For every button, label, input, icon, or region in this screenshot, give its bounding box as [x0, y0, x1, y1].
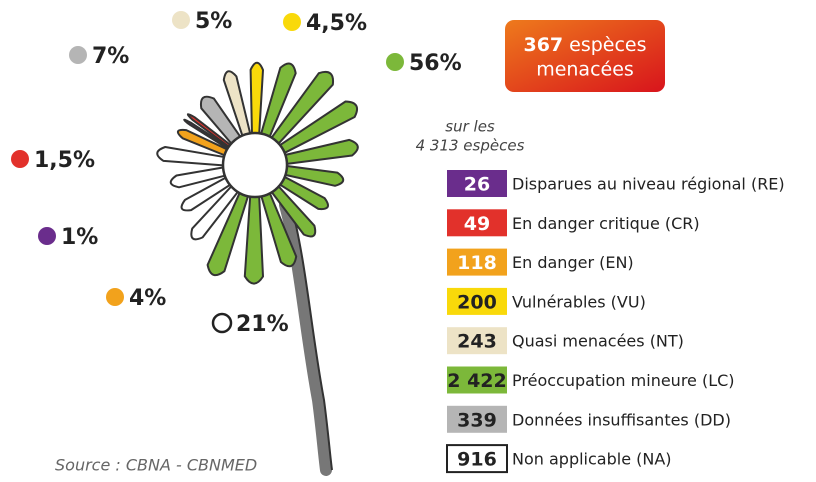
- percent-label: 5%: [195, 9, 232, 34]
- legend-box: [447, 209, 507, 237]
- legend-count: 200: [457, 291, 497, 313]
- flower-head: [156, 61, 359, 285]
- legend-count: 26: [464, 174, 490, 196]
- legend-count: 49: [464, 213, 490, 235]
- percent-label: 4%: [129, 286, 166, 311]
- percent-dot: [11, 150, 29, 168]
- percent-dot: [172, 11, 190, 29]
- petal: [156, 146, 227, 167]
- legend-label: Disparues au niveau régional (RE): [512, 175, 785, 194]
- petal: [269, 184, 317, 238]
- legend-label: En danger (EN): [512, 253, 634, 272]
- percent-label: 56%: [409, 51, 462, 76]
- flower-center: [221, 131, 289, 199]
- legend-label: Quasi menacées (NT): [512, 332, 684, 351]
- petal: [249, 61, 264, 137]
- petal: [269, 70, 335, 146]
- legend-box: [447, 366, 507, 394]
- petal: [169, 166, 228, 189]
- petal: [243, 193, 264, 285]
- legend-count: 2 422: [447, 370, 507, 392]
- badge-line1: 367 espèces: [523, 34, 646, 56]
- legend-count: 243: [457, 331, 497, 353]
- badge: [505, 20, 665, 92]
- petal: [277, 100, 358, 155]
- petal: [190, 184, 240, 241]
- legend-count: 916: [457, 449, 497, 471]
- petal: [199, 95, 243, 146]
- petal: [282, 138, 359, 166]
- stem-edge: [290, 204, 333, 471]
- badge-line2: menacées: [536, 59, 634, 81]
- petal: [180, 175, 233, 212]
- legend-count: 118: [457, 252, 497, 274]
- percent-dot: [38, 227, 56, 245]
- petal: [259, 190, 298, 268]
- percent-dot: [386, 53, 404, 71]
- petal: [222, 70, 252, 139]
- percent-label: 7%: [92, 44, 129, 69]
- legend-box: [447, 248, 507, 276]
- legend-label: Données insuffisantes (DD): [512, 410, 731, 429]
- legend-count: 339: [457, 409, 497, 431]
- percent-label: 21%: [236, 312, 289, 337]
- legend-box: [447, 287, 507, 315]
- petal: [206, 190, 250, 277]
- subtitle: 4 313 espèces: [416, 137, 525, 155]
- legend-box: [447, 405, 507, 433]
- source: Source : CBNA - CBNMED: [55, 456, 257, 475]
- petal: [282, 164, 345, 187]
- legend-label: Non applicable (NA): [512, 450, 672, 469]
- percent-dot: [211, 312, 233, 334]
- petal: [183, 118, 232, 151]
- percent-dot: [283, 13, 301, 31]
- percent-label: 1,5%: [34, 148, 95, 173]
- petal: [277, 175, 330, 211]
- legend-label: Vulnérables (VU): [512, 292, 646, 311]
- petal: [186, 113, 233, 149]
- percent-dot: [69, 46, 87, 64]
- legend-label: En danger critique (CR): [512, 214, 700, 233]
- percent-label: 4,5%: [306, 11, 367, 36]
- percent-dot: [106, 288, 124, 306]
- badge-text: espèces: [569, 34, 646, 56]
- petal: [259, 62, 297, 140]
- petal: [176, 128, 230, 157]
- subtitle: sur les: [445, 118, 495, 136]
- percent-label: 1%: [61, 225, 98, 250]
- legend-label: Préoccupation mineure (LC): [512, 371, 735, 390]
- badge-number: 367: [523, 34, 563, 56]
- legend-box: [446, 444, 508, 474]
- stem: [279, 199, 332, 476]
- legend-box: [447, 327, 507, 355]
- legend-box: [447, 170, 507, 197]
